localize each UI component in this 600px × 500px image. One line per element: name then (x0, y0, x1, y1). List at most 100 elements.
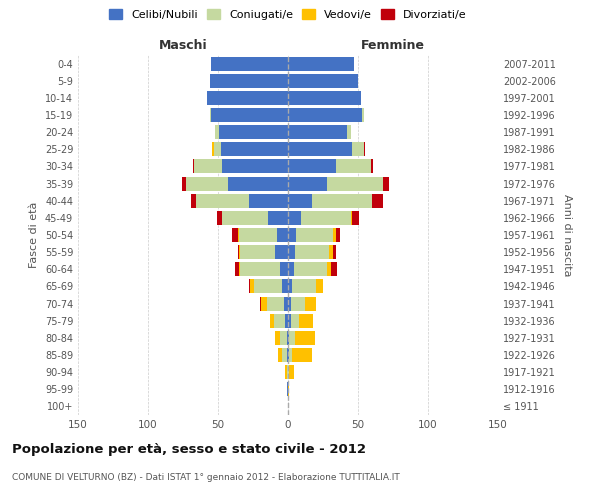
Bar (288, 142, 352, 156)
Text: Maschi: Maschi (158, 38, 208, 52)
Bar (299, 314, 313, 328)
Bar (289, 331, 295, 345)
Bar (295, 331, 314, 345)
Bar (238, 228, 239, 242)
Bar (220, 125, 288, 139)
Bar (215, 125, 220, 139)
Bar (291, 314, 299, 328)
Bar (316, 280, 323, 293)
Bar (235, 262, 239, 276)
Bar (275, 245, 288, 259)
Bar (295, 245, 329, 259)
Bar (287, 348, 288, 362)
Bar (288, 211, 301, 225)
Bar (274, 314, 285, 328)
Bar (372, 194, 383, 207)
Bar (262, 296, 267, 310)
Text: Femmine: Femmine (361, 38, 425, 52)
Bar (191, 194, 196, 207)
Bar (291, 296, 305, 310)
Bar (268, 211, 288, 225)
Bar (288, 314, 291, 328)
Bar (250, 280, 254, 293)
Bar (288, 56, 354, 70)
Bar (275, 331, 280, 345)
Bar (212, 142, 214, 156)
Bar (209, 108, 211, 122)
Bar (351, 211, 352, 225)
Bar (221, 142, 288, 156)
Bar (280, 262, 288, 276)
Bar (288, 331, 289, 345)
Bar (288, 245, 295, 259)
Bar (278, 348, 283, 362)
Bar (280, 331, 287, 345)
Bar (347, 125, 351, 139)
Bar (228, 176, 288, 190)
Bar (239, 245, 241, 259)
Bar (288, 348, 289, 362)
Bar (283, 280, 288, 293)
Bar (333, 245, 335, 259)
Bar (288, 194, 312, 207)
Bar (211, 56, 288, 70)
Text: COMUNE DI VELTURNO (BZ) - Dati ISTAT 1° gennaio 2012 - Elaborazione TUTTITALIA.I: COMUNE DI VELTURNO (BZ) - Dati ISTAT 1° … (12, 472, 400, 482)
Y-axis label: Fasce di età: Fasce di età (29, 202, 39, 268)
Bar (296, 228, 333, 242)
Text: Popolazione per età, sesso e stato civile - 2012: Popolazione per età, sesso e stato civil… (12, 442, 366, 456)
Bar (288, 91, 361, 105)
Bar (209, 74, 288, 88)
Bar (333, 228, 335, 242)
Bar (193, 160, 194, 173)
Bar (217, 211, 222, 225)
Bar (301, 211, 351, 225)
Bar (288, 262, 293, 276)
Bar (352, 142, 364, 156)
Bar (288, 160, 335, 173)
Bar (329, 245, 333, 259)
Bar (241, 245, 275, 259)
Bar (293, 262, 327, 276)
Bar (287, 382, 288, 396)
Bar (288, 280, 292, 293)
Bar (335, 228, 340, 242)
Bar (222, 211, 268, 225)
Bar (267, 296, 284, 310)
Bar (238, 245, 239, 259)
Bar (222, 160, 288, 173)
Bar (207, 91, 288, 105)
Bar (196, 194, 249, 207)
Bar (288, 296, 291, 310)
Bar (239, 262, 241, 276)
Bar (285, 365, 287, 379)
Bar (305, 296, 316, 310)
Bar (288, 176, 327, 190)
Bar (285, 314, 288, 328)
Bar (182, 176, 186, 190)
Bar (292, 348, 312, 362)
Bar (288, 125, 347, 139)
Bar (239, 228, 277, 242)
Bar (287, 365, 288, 379)
Bar (289, 348, 292, 362)
Bar (241, 262, 280, 276)
Bar (288, 228, 296, 242)
Bar (288, 74, 358, 88)
Bar (288, 382, 289, 396)
Bar (284, 296, 288, 310)
Bar (214, 142, 221, 156)
Legend: Celibi/Nubili, Coniugati/e, Vedovi/e, Divorziati/e: Celibi/Nubili, Coniugati/e, Vedovi/e, Di… (106, 6, 470, 23)
Bar (371, 160, 373, 173)
Bar (331, 262, 337, 276)
Bar (352, 211, 359, 225)
Bar (327, 176, 383, 190)
Bar (289, 365, 293, 379)
Bar (211, 108, 288, 122)
Bar (335, 160, 371, 173)
Bar (283, 348, 287, 362)
Bar (292, 280, 316, 293)
Bar (270, 314, 274, 328)
Bar (327, 262, 331, 276)
Bar (249, 280, 250, 293)
Bar (362, 108, 364, 122)
